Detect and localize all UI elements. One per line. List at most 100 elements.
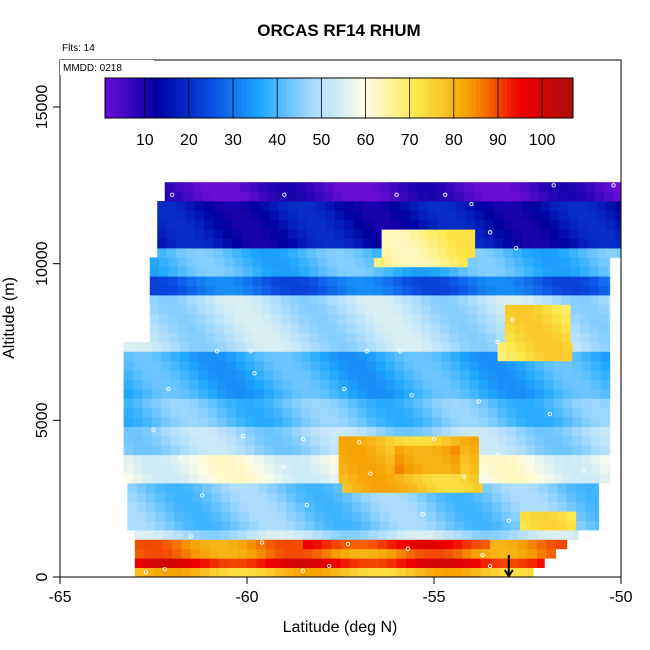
heat-cell bbox=[172, 567, 182, 577]
heat-cell bbox=[187, 304, 197, 315]
heat-cell bbox=[413, 360, 424, 371]
heat-cell bbox=[342, 182, 353, 192]
heat-cell bbox=[394, 464, 405, 474]
heat-cell bbox=[198, 398, 209, 409]
heat-cell bbox=[209, 530, 220, 540]
heat-cell bbox=[252, 304, 263, 315]
heat-cell bbox=[164, 483, 175, 493]
marker-head bbox=[503, 569, 514, 578]
heat-cell bbox=[160, 426, 171, 437]
heat-cell bbox=[478, 473, 489, 484]
heat-cell bbox=[497, 436, 508, 446]
heat-cell bbox=[144, 539, 154, 550]
heat-cell bbox=[419, 201, 429, 211]
heat-cell bbox=[288, 248, 298, 258]
heat-cell bbox=[250, 201, 261, 211]
heat-cell bbox=[364, 266, 375, 277]
heat-cell bbox=[420, 304, 431, 315]
heat-cell bbox=[142, 342, 153, 352]
heat-cell bbox=[540, 210, 551, 221]
heat-cell bbox=[473, 492, 484, 503]
heat-cell bbox=[149, 323, 160, 333]
heat-cell bbox=[194, 219, 205, 230]
heat-cell bbox=[534, 473, 545, 484]
track-point bbox=[177, 455, 182, 461]
heat-cell bbox=[248, 520, 259, 531]
heat-cell bbox=[202, 492, 212, 503]
heat-cell bbox=[252, 285, 263, 296]
heat-cell bbox=[164, 191, 175, 202]
heat-cell bbox=[553, 417, 564, 427]
heat-cell bbox=[372, 219, 383, 230]
colorbar-swatch bbox=[414, 78, 419, 118]
heat-cell bbox=[297, 201, 308, 211]
heat-cell bbox=[463, 511, 474, 521]
heat-cell bbox=[450, 417, 461, 427]
heat-cell bbox=[217, 389, 227, 399]
heat-cell bbox=[290, 266, 300, 277]
heat-cell bbox=[480, 548, 491, 559]
heat-cell bbox=[516, 370, 527, 380]
heat-cell bbox=[579, 285, 590, 296]
heat-cell bbox=[598, 295, 609, 305]
heat-cell bbox=[495, 304, 506, 315]
heat-cell bbox=[203, 201, 214, 211]
colorbar-swatch bbox=[405, 78, 411, 118]
heat-cell bbox=[488, 389, 498, 399]
heat-cell bbox=[570, 266, 581, 277]
heat-cell bbox=[273, 398, 283, 409]
heat-cell bbox=[407, 520, 418, 531]
heat-cell bbox=[523, 276, 534, 286]
heat-cell bbox=[269, 210, 280, 221]
heat-cell bbox=[132, 445, 143, 456]
heat-cell bbox=[336, 304, 347, 315]
heat-cell bbox=[548, 501, 558, 512]
heat-cell bbox=[263, 436, 274, 446]
heat-cell bbox=[441, 389, 452, 399]
heat-cell bbox=[179, 417, 190, 427]
heat-cell bbox=[385, 407, 396, 418]
heat-cell bbox=[591, 454, 601, 465]
heat-cell bbox=[385, 360, 396, 371]
heat-cell bbox=[336, 295, 347, 305]
heat-cell bbox=[226, 389, 237, 399]
heat-cell bbox=[435, 492, 446, 503]
heat-cell bbox=[260, 201, 270, 211]
heat-cell bbox=[486, 313, 497, 324]
heat-cell bbox=[258, 483, 268, 493]
heat-cell bbox=[404, 379, 414, 390]
heat-cell bbox=[198, 417, 209, 427]
heat-cell bbox=[254, 407, 265, 418]
colorbar-swatch bbox=[356, 78, 362, 118]
heat-cell bbox=[340, 548, 351, 559]
heat-cell bbox=[439, 285, 450, 296]
heat-cell bbox=[209, 567, 220, 577]
heat-cell bbox=[196, 276, 207, 286]
heat-cell bbox=[286, 501, 297, 512]
heat-cell bbox=[366, 342, 377, 352]
heat-cell bbox=[261, 323, 272, 333]
heat-cell bbox=[439, 266, 450, 277]
heat-cell bbox=[379, 511, 390, 521]
heat-cell bbox=[529, 483, 540, 493]
heat-cell bbox=[342, 483, 353, 493]
heat-cell bbox=[211, 520, 222, 531]
heat-cell bbox=[563, 454, 573, 465]
heat-cell bbox=[443, 567, 454, 577]
heat-cell bbox=[430, 276, 441, 286]
heat-cell bbox=[271, 266, 282, 277]
heat-cell bbox=[203, 210, 214, 221]
heat-cell bbox=[364, 313, 375, 324]
heat-cell bbox=[207, 454, 218, 465]
heat-cell bbox=[179, 360, 190, 371]
heat-cell bbox=[301, 389, 311, 399]
heat-cell bbox=[323, 511, 334, 521]
heat-cell bbox=[183, 511, 194, 521]
heat-cell bbox=[325, 238, 336, 249]
heat-cell bbox=[179, 426, 190, 437]
heat-cell bbox=[190, 567, 201, 577]
heat-cell bbox=[523, 257, 534, 268]
heat-cell bbox=[301, 379, 311, 390]
heat-cell bbox=[488, 445, 498, 456]
heat-cell bbox=[336, 323, 347, 333]
